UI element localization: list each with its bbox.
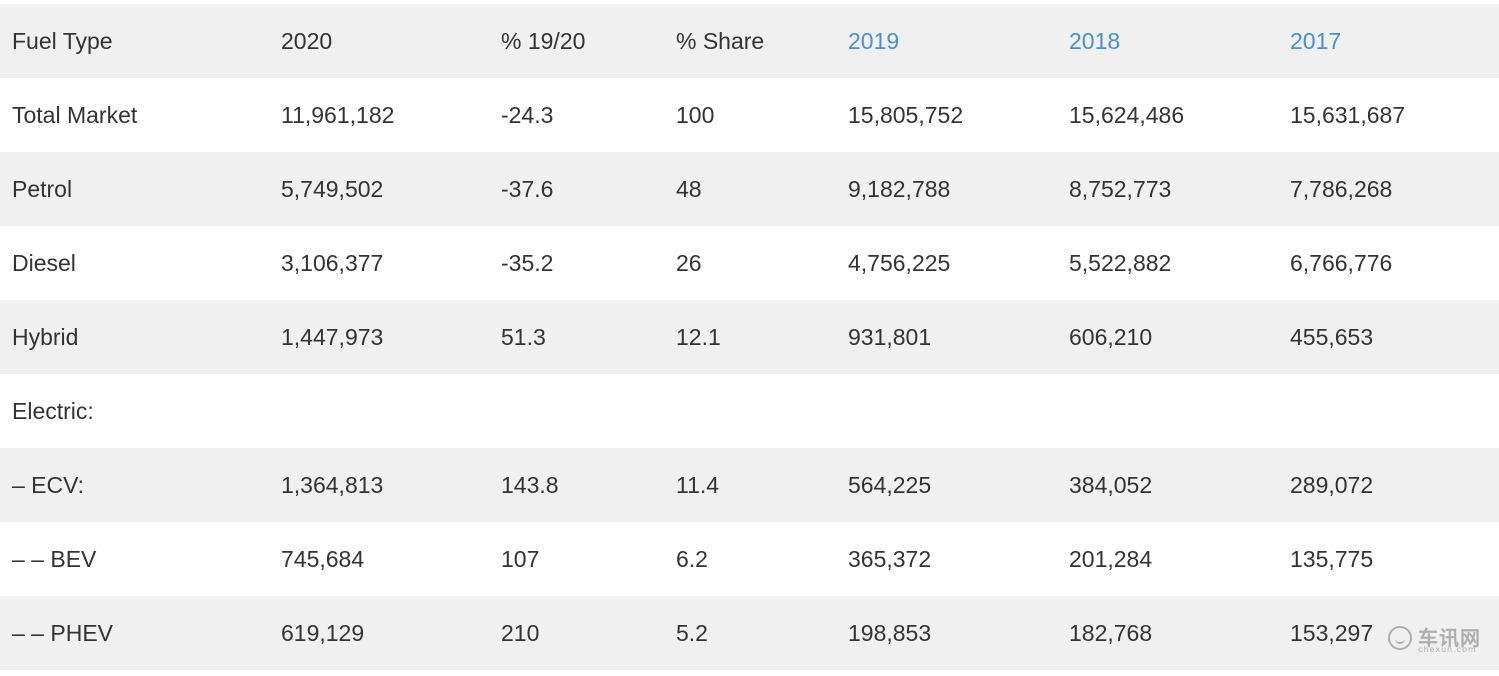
cell-2019: 564,225 [848,472,932,498]
cell-fuel-type: – – PHEV [12,620,113,646]
cell-2020: 3,106,377 [281,250,384,276]
header-row: Fuel Type 2020 % 19/20 % Share 2019 2018… [0,4,1499,78]
cell-2018: 5,522,882 [1069,250,1172,276]
table-row: Total Market 11,961,182 -24.3 100 15,805… [0,78,1499,152]
cell-2017: 7,786,268 [1290,176,1393,202]
cell-2020: 745,684 [281,546,365,572]
cell-2019: 931,801 [848,324,932,350]
cell-2018: 15,624,486 [1069,102,1185,128]
cell-fuel-type: Petrol [12,176,73,202]
table-row: – ECV: 1,364,813 143.8 11.4 564,225 384,… [0,448,1499,522]
cell-pct-change: -37.6 [501,176,554,202]
cell-fuel-type: – ECV: [12,472,85,498]
cell-2020: 1,364,813 [281,472,384,498]
cell-pct-change: 51.3 [501,324,546,350]
cell-pct-share: 12.1 [676,324,721,350]
header-pct-share: % Share [676,28,765,54]
cell-2019: 198,853 [848,620,932,646]
header-2018-link[interactable]: 2018 [1069,28,1121,54]
cell-2018: 606,210 [1069,324,1153,350]
cell-2017: 6,766,776 [1290,250,1393,276]
cell-pct-share: 100 [676,102,715,128]
cell-fuel-type: – – BEV [12,546,97,572]
cell-pct-change: 107 [501,546,540,572]
header-2020: 2020 [281,28,333,54]
cell-2018: 8,752,773 [1069,176,1172,202]
cell-fuel-type: Hybrid [12,324,79,350]
cell-2018: 201,284 [1069,546,1153,572]
header-pct-change: % 19/20 [501,28,586,54]
cell-fuel-type: Total Market [12,102,138,128]
cell-2020: 619,129 [281,620,365,646]
cell-pct-change: 143.8 [501,472,559,498]
watermark-subtext: chexun.com [1418,645,1477,654]
cell-fuel-type: Diesel [12,250,76,276]
smiley-logo-icon [1388,626,1412,650]
header-2019-link[interactable]: 2019 [848,28,900,54]
table-row: Diesel 3,106,377 -35.2 26 4,756,225 5,52… [0,226,1499,300]
header-fuel-type: Fuel Type [12,28,113,54]
cell-pct-share: 5.2 [676,620,708,646]
table-row: Hybrid 1,447,973 51.3 12.1 931,801 606,2… [0,300,1499,374]
cell-2020: 5,749,502 [281,176,384,202]
header-2017-link[interactable]: 2017 [1290,28,1342,54]
cell-pct-share: 11.4 [676,472,720,498]
cell-fuel-type: Electric: [12,398,94,424]
cell-2018: 384,052 [1069,472,1153,498]
table-row: Electric: [0,374,1499,448]
cell-pct-change: -24.3 [501,102,554,128]
cell-2017: 15,631,687 [1290,102,1406,128]
cell-2020: 11,961,182 [281,102,395,128]
cell-pct-change: -35.2 [501,250,554,276]
watermark: 车讯网 chexun.com [1388,622,1496,656]
cell-pct-share: 6.2 [676,546,708,572]
cell-pct-share: 26 [676,250,702,276]
cell-2018: 182,768 [1069,620,1153,646]
table-row: – – PHEV 619,129 210 5.2 198,853 182,768… [0,596,1499,670]
cell-2017: 455,653 [1290,324,1374,350]
cell-2017: 289,072 [1290,472,1374,498]
cell-pct-change: 210 [501,620,540,646]
cell-2019: 9,182,788 [848,176,951,202]
cell-2019: 15,805,752 [848,102,964,128]
cell-2017: 153,297 [1290,620,1374,646]
cell-2019: 4,756,225 [848,250,951,276]
cell-2017: 135,775 [1290,546,1374,572]
cell-2020: 1,447,973 [281,324,384,350]
cell-2019: 365,372 [848,546,932,572]
table-row: Petrol 5,749,502 -37.6 48 9,182,788 8,75… [0,152,1499,226]
table-row: – – BEV 745,684 107 6.2 365,372 201,284 … [0,522,1499,596]
watermark-text: 车讯网 [1418,626,1481,650]
fuel-type-table: Fuel Type 2020 % 19/20 % Share 2019 2018… [0,4,1499,670]
cell-pct-share: 48 [676,176,702,202]
